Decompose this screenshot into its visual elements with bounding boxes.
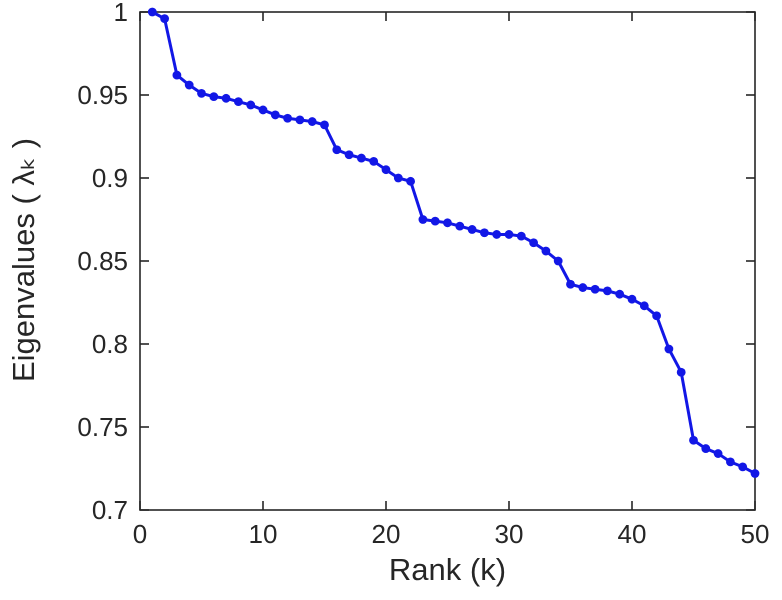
y-axis-ticks: 0.7 0.75 0.8 0.85 0.9 0.95 1 [77,0,755,525]
y-tick-label: 0.75 [77,412,128,442]
axes-box [139,11,756,511]
x-axis-label: Rank (k) [388,552,507,587]
x-tick-label: 50 [741,519,770,549]
y-tick-label: 0.95 [77,80,128,110]
y-axis-label: Eigenvalues ( λₖ ) [6,137,41,383]
y-tick-label: 0.8 [92,329,128,359]
x-tick-label: 40 [618,519,647,549]
x-tick-label: 0 [133,519,147,549]
y-tick-label: 0.7 [92,495,128,525]
data-line [150,10,757,475]
x-axis-ticks: 0 10 20 30 40 50 [133,12,770,549]
x-tick-label: 20 [372,519,401,549]
y-tick-label: 0.85 [77,246,128,276]
data-markers [147,7,760,478]
y-tick-label: 0.9 [92,163,128,193]
y-tick-label: 1 [114,0,128,27]
x-tick-label: 30 [495,519,524,549]
x-tick-label: 10 [249,519,278,549]
